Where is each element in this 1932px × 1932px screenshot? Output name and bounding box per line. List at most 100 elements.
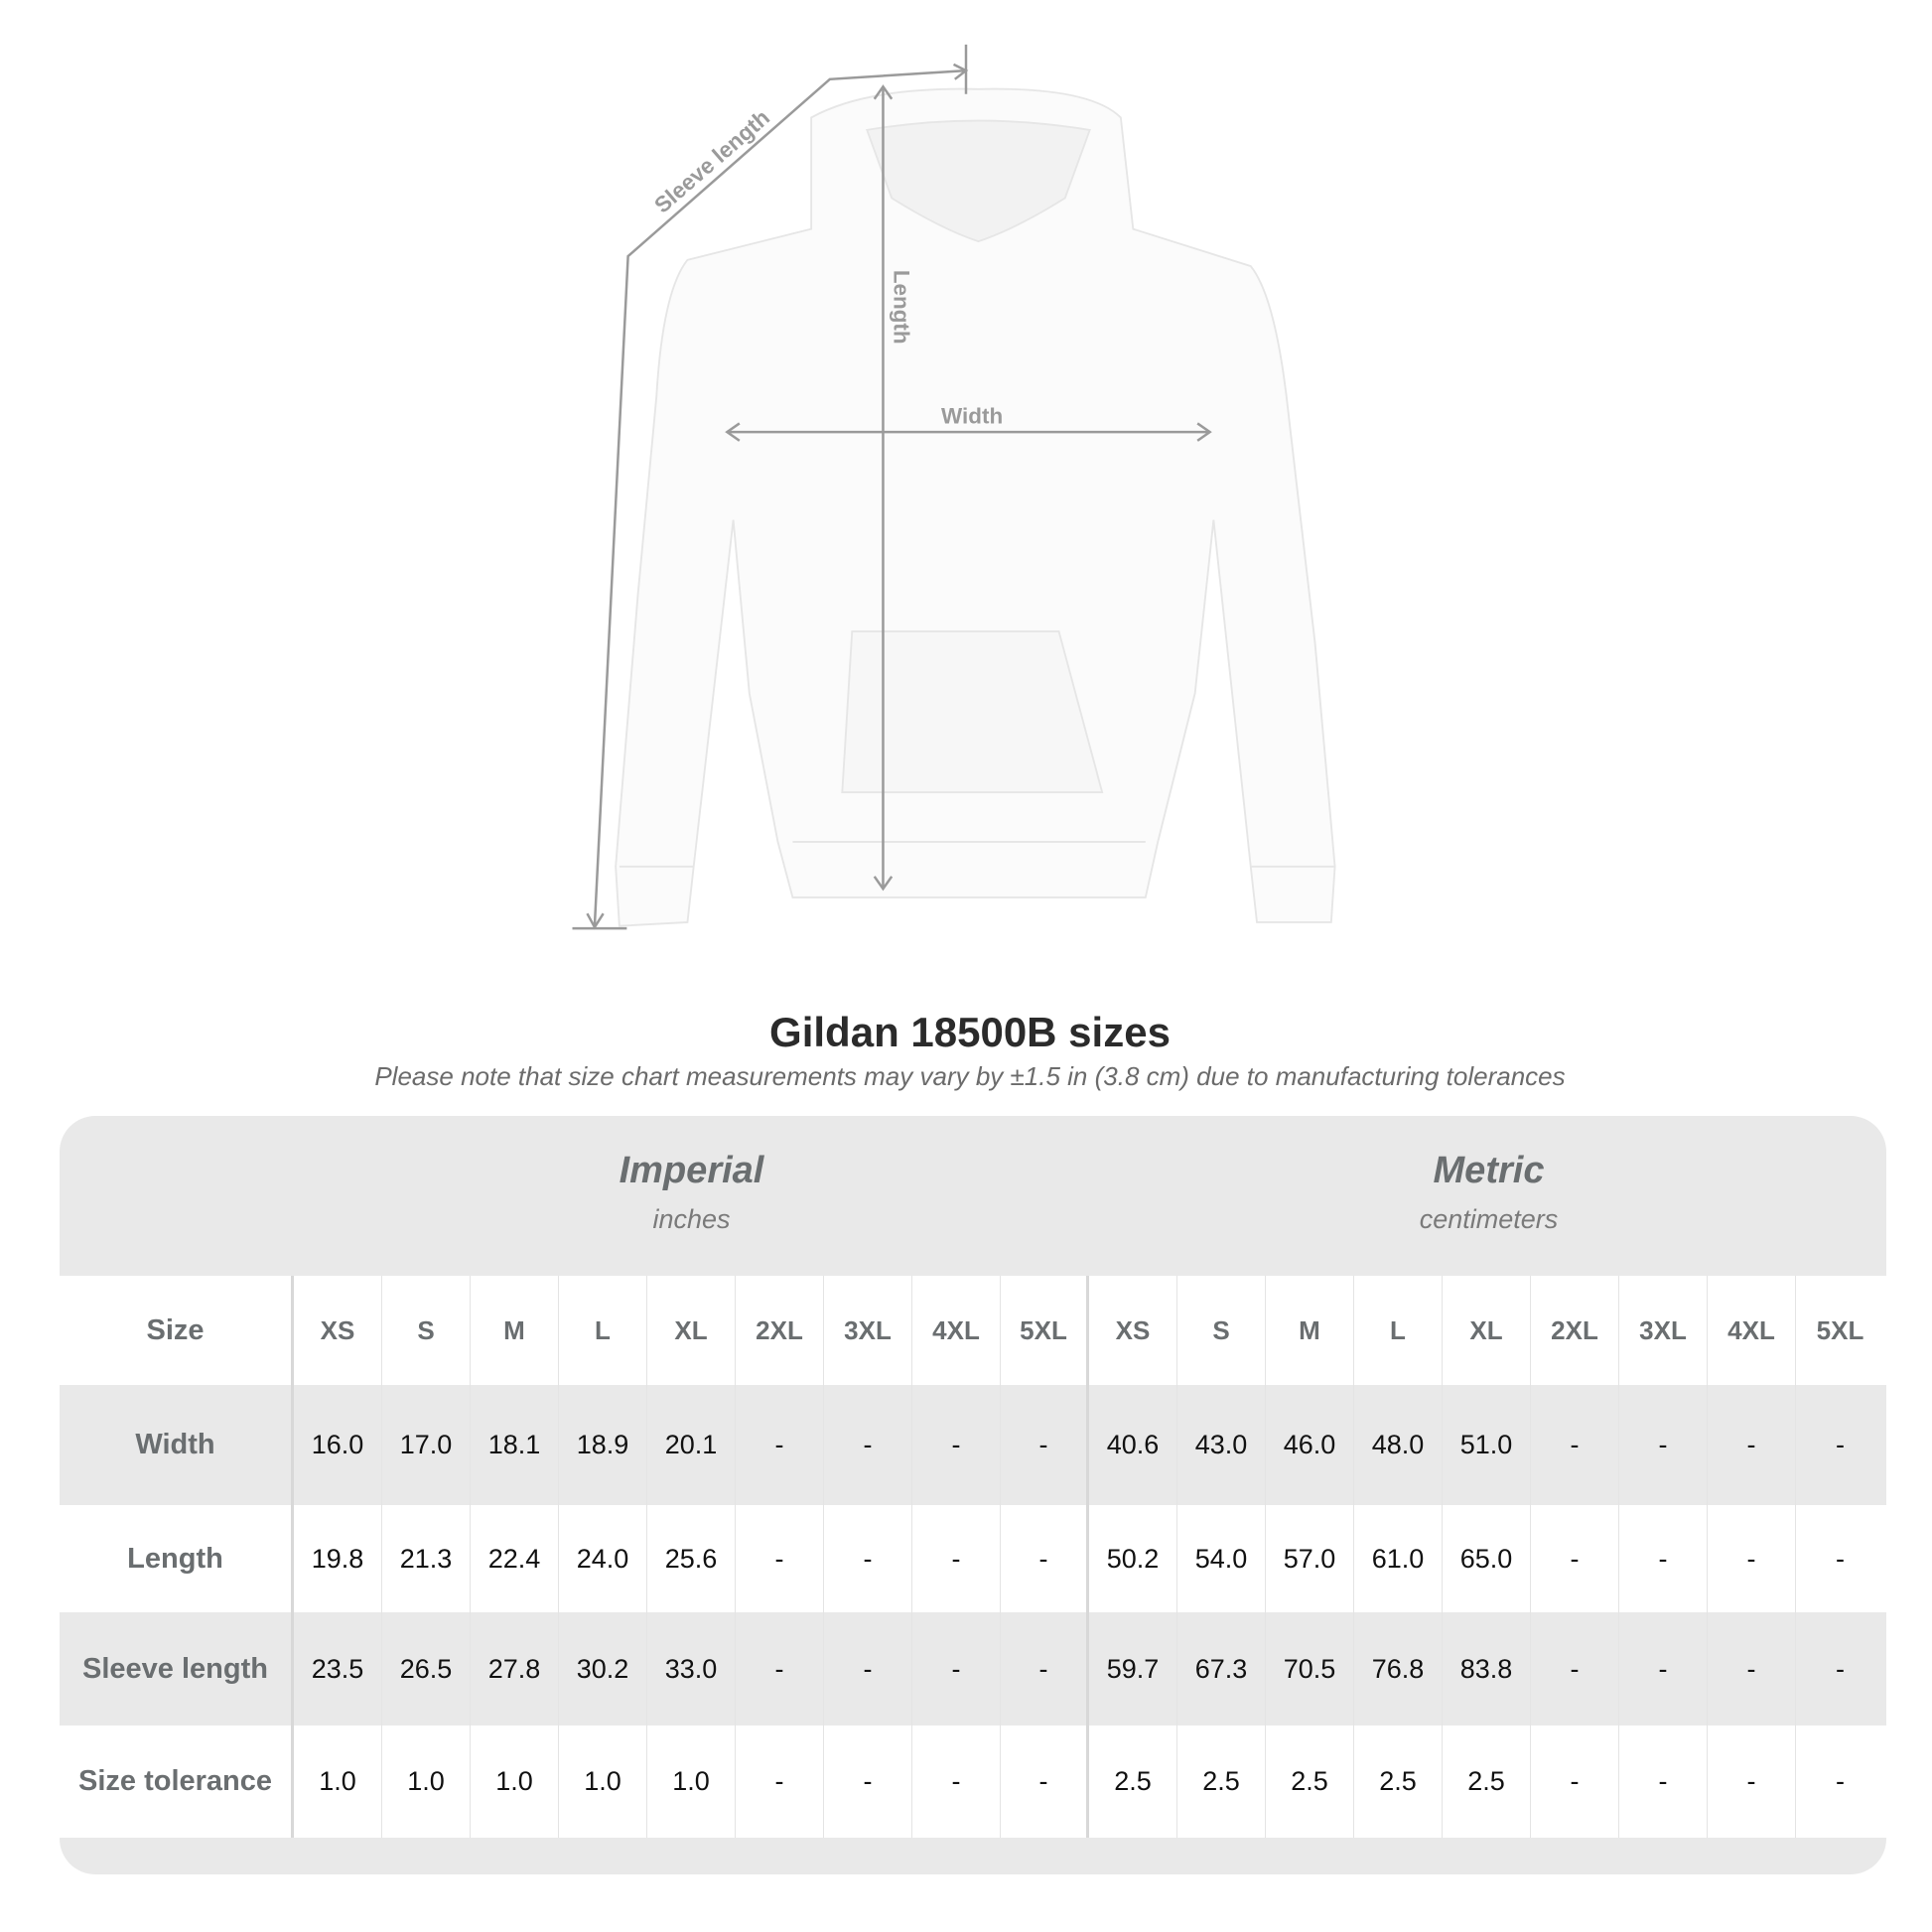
value-cell: 70.5 — [1266, 1612, 1354, 1725]
size-header-cell: L — [1354, 1276, 1443, 1385]
value-cell: 59.7 — [1089, 1612, 1177, 1725]
hoodie-measurement-diagram: Sleeve length Length Width — [572, 44, 1336, 930]
size-header-cell: XS — [1089, 1276, 1177, 1385]
value-cell: - — [1619, 1505, 1708, 1612]
value-cell: - — [1708, 1385, 1796, 1505]
value-cell: 16.0 — [294, 1385, 382, 1505]
metric-group-header: Metric centimeters — [1091, 1116, 1886, 1276]
value-cell: 83.8 — [1443, 1612, 1531, 1725]
row-label: Width — [60, 1385, 294, 1505]
value-cell: - — [912, 1505, 1001, 1612]
size-header-cell: 2XL — [736, 1276, 824, 1385]
value-cell: 24.0 — [559, 1505, 647, 1612]
value-cell: 17.0 — [382, 1385, 471, 1505]
value-cell: - — [824, 1612, 912, 1725]
value-cell: 1.0 — [559, 1725, 647, 1838]
value-cell: - — [736, 1505, 824, 1612]
sleeve-length-line — [593, 69, 967, 926]
value-cell: 46.0 — [1266, 1385, 1354, 1505]
value-cell: 1.0 — [382, 1725, 471, 1838]
value-cell: 2.5 — [1266, 1725, 1354, 1838]
length-label: Length — [890, 270, 914, 345]
value-cell: 19.8 — [294, 1505, 382, 1612]
value-cell: - — [1836, 1543, 1845, 1574]
row-label: Length — [60, 1505, 294, 1612]
value-cell: - — [824, 1505, 912, 1612]
value-cell: - — [1708, 1612, 1796, 1725]
value-cell: 26.5 — [382, 1612, 471, 1725]
page-title: Gildan 18500B sizes — [769, 1009, 1171, 1055]
value-cell: - — [1619, 1385, 1708, 1505]
table-row: Width 16.0 17.0 18.1 18.9 20.1- - - -40.6 43.0 46.… — [60, 1385, 1886, 1505]
value-cell: 57.0 — [1266, 1505, 1354, 1612]
value-cell: 67.3 — [1177, 1612, 1266, 1725]
value-cell: 65.0 — [1443, 1505, 1531, 1612]
value-cell: 43.0 — [1177, 1385, 1266, 1505]
size-header-cell: 5XL — [1001, 1276, 1089, 1385]
sleeve-length-label: Sleeve length — [649, 105, 774, 218]
value-cell: 27.8 — [471, 1612, 559, 1725]
value-cell: 18.1 — [471, 1385, 559, 1505]
value-cell: - — [1836, 1653, 1845, 1684]
size-chart-table: Imperial inches Metric centimeters Size X… — [60, 1116, 1886, 1874]
value-cell: - — [1708, 1505, 1796, 1612]
value-cell: 25.6 — [647, 1505, 736, 1612]
size-header-row: Size XS S M L XL 2XL 3XL 4XL 5XL XS S M L XL 2XL 3XL 4XL 5… — [60, 1276, 1886, 1385]
value-cell: - — [1708, 1725, 1796, 1838]
value-cell: - — [1001, 1725, 1089, 1838]
value-cell: - — [1836, 1430, 1845, 1459]
row-label: Size — [60, 1276, 294, 1385]
table-row: Sleeve length 23.5 26.5 27.8 30.2 33.0- - - -59.… — [60, 1612, 1886, 1725]
value-cell: 54.0 — [1177, 1505, 1266, 1612]
value-cell: - — [1531, 1612, 1619, 1725]
value-cell: - — [824, 1725, 912, 1838]
width-label: Width — [941, 403, 1003, 428]
table-row: Size tolerance 1.0 1.0 1.0 1.0 1.0- - - -2.5 2.5 2… — [60, 1725, 1886, 1838]
value-cell: - — [1531, 1505, 1619, 1612]
value-cell: - — [912, 1385, 1001, 1505]
size-header-cell: 3XL — [824, 1276, 912, 1385]
size-header-cell: XL — [647, 1276, 736, 1385]
value-cell: 2.5 — [1443, 1725, 1531, 1838]
value-cell: 2.5 — [1177, 1725, 1266, 1838]
value-cell: - — [912, 1612, 1001, 1725]
size-header-cell: M — [471, 1276, 559, 1385]
row-label: Sleeve length — [60, 1612, 294, 1725]
imperial-group-header: Imperial inches — [294, 1116, 1089, 1276]
value-cell: 1.0 — [647, 1725, 736, 1838]
size-header-cell: S — [1177, 1276, 1266, 1385]
size-header-cell: 4XL — [912, 1276, 1001, 1385]
value-cell: 2.5 — [1354, 1725, 1443, 1838]
tolerance-note: Please note that size chart measurements… — [374, 1061, 1566, 1091]
imperial-unit: inches — [652, 1204, 731, 1234]
value-cell: 18.9 — [559, 1385, 647, 1505]
value-cell: - — [824, 1385, 912, 1505]
size-header-cell: 5XL — [1816, 1314, 1864, 1345]
value-cell: - — [912, 1725, 1001, 1838]
value-cell: 30.2 — [559, 1612, 647, 1725]
measurement-lines — [572, 44, 1212, 930]
value-cell: - — [1001, 1385, 1089, 1505]
value-cell: 51.0 — [1443, 1385, 1531, 1505]
imperial-title: Imperial — [619, 1150, 764, 1191]
value-cell: 1.0 — [294, 1725, 382, 1838]
value-cell: - — [1531, 1725, 1619, 1838]
size-header-cell: S — [382, 1276, 471, 1385]
value-cell: 1.0 — [471, 1725, 559, 1838]
hoodie-image — [615, 87, 1336, 927]
size-header-cell: 3XL — [1619, 1276, 1708, 1385]
value-cell: 22.4 — [471, 1505, 559, 1612]
value-cell: - — [1836, 1766, 1845, 1796]
value-cell: - — [1001, 1612, 1089, 1725]
value-cell: - — [736, 1385, 824, 1505]
row-label: Size tolerance — [60, 1725, 294, 1838]
value-cell: - — [1619, 1612, 1708, 1725]
value-cell: 20.1 — [647, 1385, 736, 1505]
size-header-cell: XS — [294, 1276, 382, 1385]
size-header-cell: M — [1266, 1276, 1354, 1385]
size-header-cell: 2XL — [1531, 1276, 1619, 1385]
metric-title: Metric — [1433, 1150, 1545, 1191]
value-cell: 2.5 — [1089, 1725, 1177, 1838]
value-cell: - — [1531, 1385, 1619, 1505]
value-cell: - — [736, 1612, 824, 1725]
